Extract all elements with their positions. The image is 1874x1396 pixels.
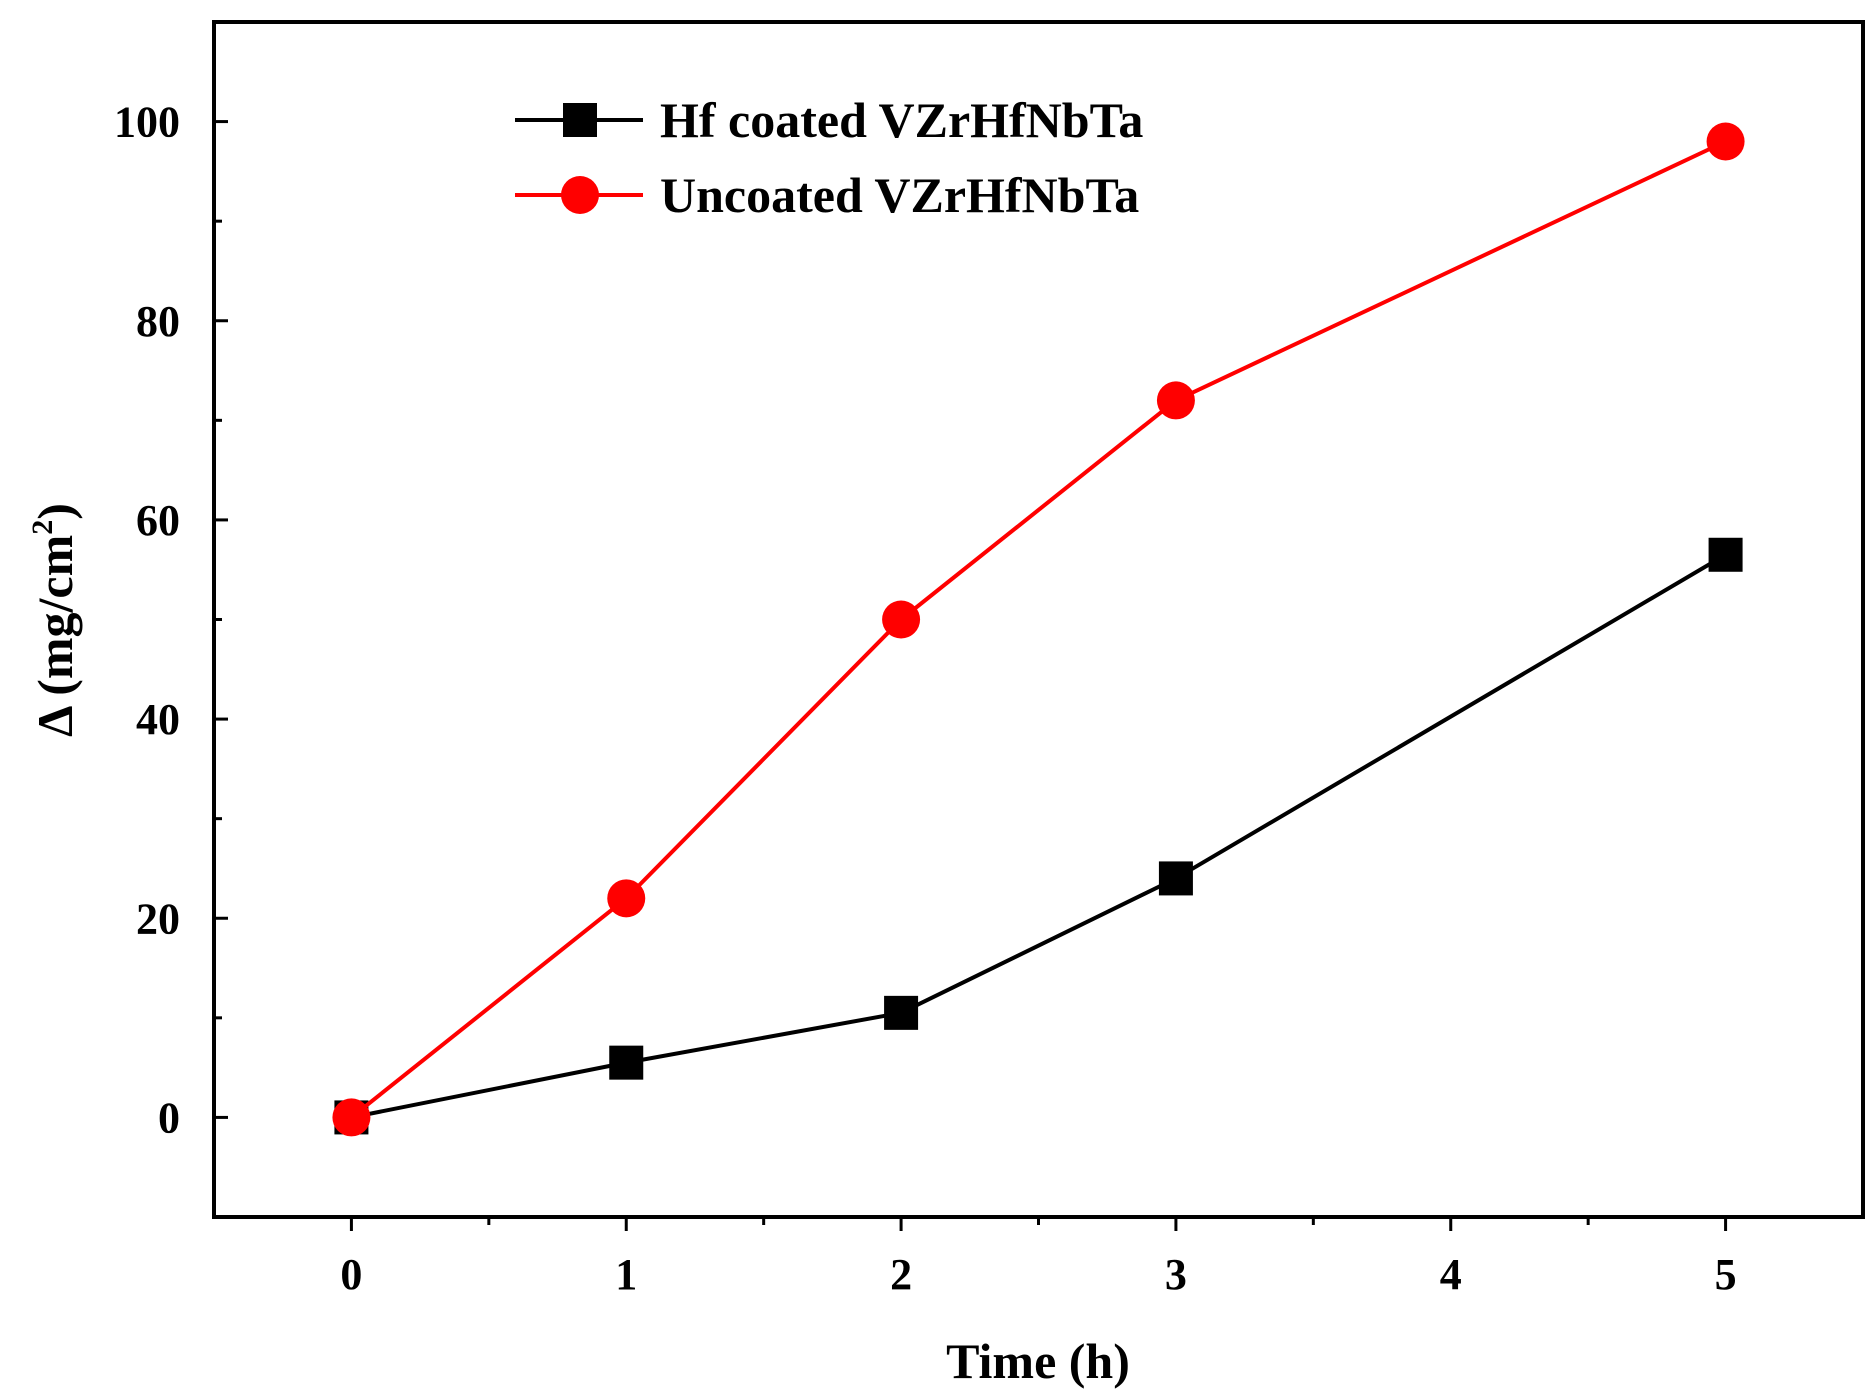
y-tick-label: 40 [136, 695, 180, 744]
y-axis-title: Δ (mg/cm2) [26, 503, 83, 737]
x-tick-label: 3 [1165, 1250, 1187, 1299]
x-tick-label: 1 [615, 1250, 637, 1299]
data-point-circle [1706, 122, 1745, 161]
y-axis-title-main: Δ (mg/cm [27, 535, 83, 737]
legend-label-uncoated: Uncoated VZrHfNbTa [660, 167, 1139, 223]
y-axis-title-superscript: 2 [26, 520, 59, 535]
y-tick-label: 20 [136, 894, 180, 943]
y-tick-label: 80 [136, 297, 180, 346]
legend-item-uncoated: Uncoated VZrHfNbTa [515, 167, 1139, 223]
data-point-square [609, 1045, 644, 1080]
legend-marker-circle [561, 176, 599, 214]
data-point-square [1158, 861, 1193, 896]
data-point-circle [1156, 381, 1195, 420]
y-axis-title-suffix: ) [27, 503, 83, 520]
data-point-circle [332, 1098, 371, 1137]
x-tick-label: 5 [1715, 1250, 1737, 1299]
y-tick-label: 100 [114, 98, 180, 147]
data-point-square [884, 995, 919, 1030]
legend: Hf coated VZrHfNbTa Uncoated VZrHfNbTa [515, 92, 1143, 223]
y-tick-label: 60 [136, 496, 180, 545]
x-tick-label: 0 [340, 1250, 362, 1299]
x-tick-label: 2 [890, 1250, 912, 1299]
legend-item-hf-coated: Hf coated VZrHfNbTa [515, 92, 1143, 148]
y-tick-label: 0 [158, 1093, 180, 1142]
series-uncoated [332, 122, 1745, 1137]
x-axis-title: Time (h) [946, 1333, 1130, 1389]
axis-ticks: 0 1 2 3 4 5 0 20 40 60 80 100 [114, 98, 1737, 1299]
x-tick-label: 4 [1440, 1250, 1462, 1299]
data-point-square [1708, 537, 1743, 572]
legend-marker-square [563, 103, 597, 137]
data-point-circle [607, 879, 646, 918]
data-point-circle [882, 600, 921, 639]
legend-label-hf-coated: Hf coated VZrHfNbTa [660, 92, 1143, 148]
series-layer [332, 122, 1745, 1137]
